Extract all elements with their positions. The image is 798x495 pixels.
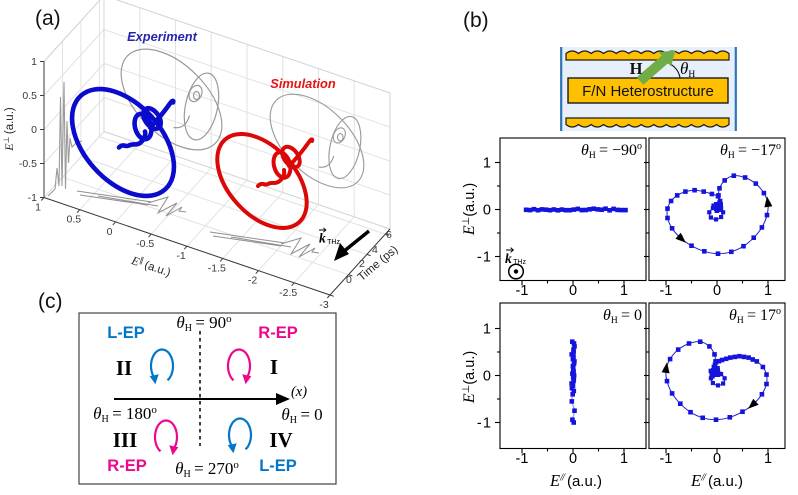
svg-text:1: 1 (35, 202, 41, 214)
svg-text:L-EP: L-EP (259, 457, 297, 475)
svg-text:II: II (116, 356, 132, 380)
svg-text:E// (a.u.): E// (a.u.) (549, 471, 602, 490)
svg-text:0: 0 (346, 274, 352, 286)
svg-text:0: 0 (713, 451, 721, 467)
svg-text:-1: -1 (660, 451, 673, 467)
svg-text:-1.5: -1.5 (208, 262, 226, 274)
svg-text:0: 0 (483, 203, 491, 219)
svg-text:E⊥(a.u.): E⊥(a.u.) (461, 183, 478, 236)
svg-text:H: H (630, 59, 643, 78)
svg-text:θH = 90o: θH = 90o (176, 313, 232, 334)
svg-text:Simulation: Simulation (270, 76, 336, 91)
svg-text:6: 6 (386, 229, 392, 241)
svg-text:0: 0 (31, 124, 37, 136)
svg-text:-2: -2 (248, 275, 257, 287)
svg-text:E⊥(a.u.): E⊥(a.u.) (461, 351, 478, 404)
svg-text:III: III (113, 428, 138, 452)
svg-text:1: 1 (764, 451, 772, 467)
svg-text:(x): (x) (291, 384, 307, 400)
svg-text:-1: -1 (516, 451, 529, 467)
svg-text:0: 0 (713, 283, 721, 299)
svg-text:-1: -1 (176, 250, 185, 262)
svg-text:IV: IV (269, 428, 292, 452)
svg-text:- 1: - 1 (477, 250, 491, 266)
svg-text:-0.5: -0.5 (136, 238, 154, 250)
svg-text:4: 4 (372, 244, 378, 256)
svg-text:-1: -1 (660, 283, 673, 299)
svg-text:k THz: k THz (505, 251, 526, 266)
svg-text:R-EP: R-EP (258, 324, 297, 342)
svg-text:-0.5: -0.5 (19, 158, 37, 170)
svg-text:1: 1 (483, 322, 491, 338)
svg-text:0.5: 0.5 (66, 214, 81, 226)
svg-text:-1: -1 (516, 283, 529, 299)
svg-text:(b): (b) (463, 9, 489, 32)
svg-text:(c): (c) (38, 290, 63, 313)
svg-text:θH: θH (680, 59, 695, 80)
svg-text:0: 0 (107, 226, 113, 238)
svg-text:0.5: 0.5 (22, 90, 37, 102)
svg-text:θH = −90o: θH = −90o (581, 141, 642, 161)
svg-text:θH = 0: θH = 0 (603, 307, 642, 326)
svg-text:- 1: - 1 (477, 416, 491, 432)
svg-text:θH = 17o: θH = 17o (729, 306, 781, 326)
svg-text:L-EP: L-EP (107, 324, 145, 342)
svg-text:1: 1 (31, 56, 37, 68)
svg-text:I: I (270, 355, 278, 379)
svg-text:0: 0 (483, 369, 491, 385)
svg-text:0: 0 (569, 283, 577, 299)
svg-text:E∥ (a.u.): E∥ (a.u.) (129, 253, 173, 279)
svg-text:-1: -1 (28, 192, 37, 204)
svg-text:-2.5: -2.5 (279, 287, 297, 299)
svg-text:Experiment: Experiment (127, 29, 197, 44)
svg-text:2: 2 (359, 258, 365, 270)
svg-text:θH = 180o: θH = 180o (93, 404, 157, 425)
svg-text:F/N Heterostructure: F/N Heterostructure (582, 83, 714, 100)
svg-text:(a): (a) (35, 7, 61, 30)
svg-text:1: 1 (620, 283, 628, 299)
svg-text:θH = −17o: θH = −17o (720, 141, 781, 161)
svg-text:1: 1 (764, 283, 772, 299)
svg-text:k THz: k THz (319, 231, 340, 247)
svg-text:0: 0 (569, 451, 577, 467)
svg-text:1: 1 (620, 451, 628, 467)
svg-text:E⊥ (a.u.): E⊥ (a.u.) (2, 107, 16, 152)
svg-text:R-EP: R-EP (107, 457, 146, 475)
svg-text:1: 1 (483, 156, 491, 172)
svg-text:θH = 0: θH = 0 (281, 405, 322, 426)
svg-text:-3: -3 (319, 299, 328, 311)
svg-text:E// (a.u.): E// (a.u.) (690, 471, 743, 490)
svg-text:θH = 270o: θH = 270o (175, 459, 239, 480)
